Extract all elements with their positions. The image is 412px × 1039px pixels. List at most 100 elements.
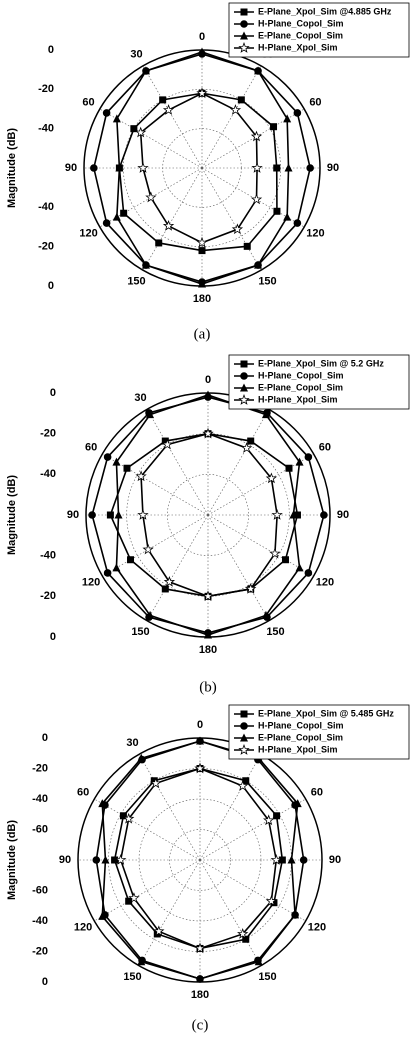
marker-triangle (198, 47, 206, 56)
marker-circle (90, 164, 98, 172)
marker-square (285, 464, 293, 472)
angle-label: 120 (308, 921, 326, 933)
grid-spoke (199, 798, 306, 861)
marker-square (240, 8, 248, 16)
y-tick-label: -60 (32, 823, 48, 835)
marker-square (120, 209, 128, 217)
marker-square (240, 360, 248, 368)
marker-star (240, 442, 253, 453)
angle-label: 30 (134, 392, 146, 404)
angle-label: 180 (193, 293, 211, 305)
marker-triangle (295, 457, 304, 466)
marker-triangle (196, 974, 204, 983)
angle-label: 90 (329, 854, 341, 866)
angle-label: 60 (85, 441, 97, 453)
y-tick-label: -20 (38, 241, 54, 253)
y-tick-label: 0 (48, 280, 54, 292)
angle-label: 180 (199, 644, 217, 656)
marker-triangle (141, 260, 150, 269)
marker-square (111, 856, 119, 864)
angle-label: 150 (123, 971, 141, 983)
marker-circle (293, 219, 302, 227)
marker-circle (320, 511, 328, 519)
y-axis-label: Magnitude (dB) (6, 128, 18, 208)
marker-square (123, 464, 131, 472)
grid-spoke (199, 754, 262, 861)
marker-triangle (295, 563, 304, 572)
marker-star (245, 583, 257, 594)
marker-star (163, 575, 176, 587)
marker-square (161, 437, 169, 445)
marker-square (293, 511, 301, 519)
angle-label: 120 (74, 921, 92, 933)
legend-label: H-Plane_Xpol_Sim (258, 744, 338, 754)
marker-circle (293, 109, 302, 117)
y-tick-label: -20 (40, 428, 56, 440)
legend-box (228, 704, 410, 760)
marker-star (142, 543, 154, 555)
marker-star (153, 925, 165, 937)
y-tick-label: 0 (50, 387, 56, 399)
marker-star (135, 126, 147, 138)
angle-label: 120 (306, 227, 324, 239)
series-line (113, 767, 284, 950)
angle-label: 150 (131, 626, 149, 638)
marker-circle (299, 856, 308, 864)
angle-label: 150 (258, 275, 276, 287)
angle-label: 120 (316, 576, 334, 588)
marker-square (150, 777, 158, 785)
angle-label: 150 (127, 275, 145, 287)
marker-star (202, 427, 214, 439)
marker-square (273, 207, 281, 215)
grid-spoke (138, 754, 201, 861)
grid-spoke (201, 65, 262, 169)
y-tick-label: 0 (42, 976, 48, 988)
marker-star (194, 942, 206, 954)
grid-spoke (207, 514, 314, 577)
marker-star (162, 219, 175, 231)
y-tick-label: -20 (32, 762, 48, 774)
angle-label: 0 (199, 31, 205, 43)
marker-circle (240, 722, 248, 730)
marker-square (273, 812, 281, 820)
marker-star (238, 42, 250, 53)
marker-square (198, 247, 206, 255)
marker-square (130, 125, 138, 133)
angle-label: 60 (309, 96, 321, 108)
grid-spoke (94, 859, 201, 922)
marker-square (278, 856, 286, 864)
y-tick-label: -40 (38, 201, 54, 213)
marker-star (250, 193, 263, 205)
marker-star (135, 470, 147, 482)
y-tick-label: 0 (50, 631, 56, 643)
y-axis-label: Magnitude (dB) (6, 475, 18, 555)
grid-spoke (138, 859, 201, 966)
marker-triangle (114, 510, 123, 519)
marker-triangle (284, 163, 293, 172)
marker-triangle (196, 736, 204, 745)
y-tick-label: -40 (38, 123, 54, 135)
marker-star (115, 854, 127, 865)
marker-circle (240, 20, 248, 28)
marker-circle (102, 219, 111, 227)
marker-star (202, 590, 214, 602)
series-line (119, 767, 278, 950)
marker-triangle (293, 799, 302, 808)
angle-label: 0 (197, 719, 203, 731)
grid-spoke (207, 514, 270, 621)
marker-square (127, 556, 135, 564)
caption: (b) (199, 679, 217, 695)
marker-triangle (204, 390, 212, 399)
marker-star (269, 547, 281, 559)
legend-label: E-Plane_Copol_Sim (258, 30, 343, 40)
angle-label: 90 (337, 509, 349, 521)
marker-square (125, 897, 133, 905)
y-tick-label: 0 (48, 44, 54, 56)
angle-label: 60 (319, 441, 331, 453)
marker-square (247, 437, 255, 445)
legend-label: E-Plane_Xpol_Sim @ 5.485 GHz (258, 708, 394, 718)
marker-square (242, 777, 250, 785)
angle-label: 180 (191, 989, 209, 1001)
grid-ring (169, 829, 231, 891)
